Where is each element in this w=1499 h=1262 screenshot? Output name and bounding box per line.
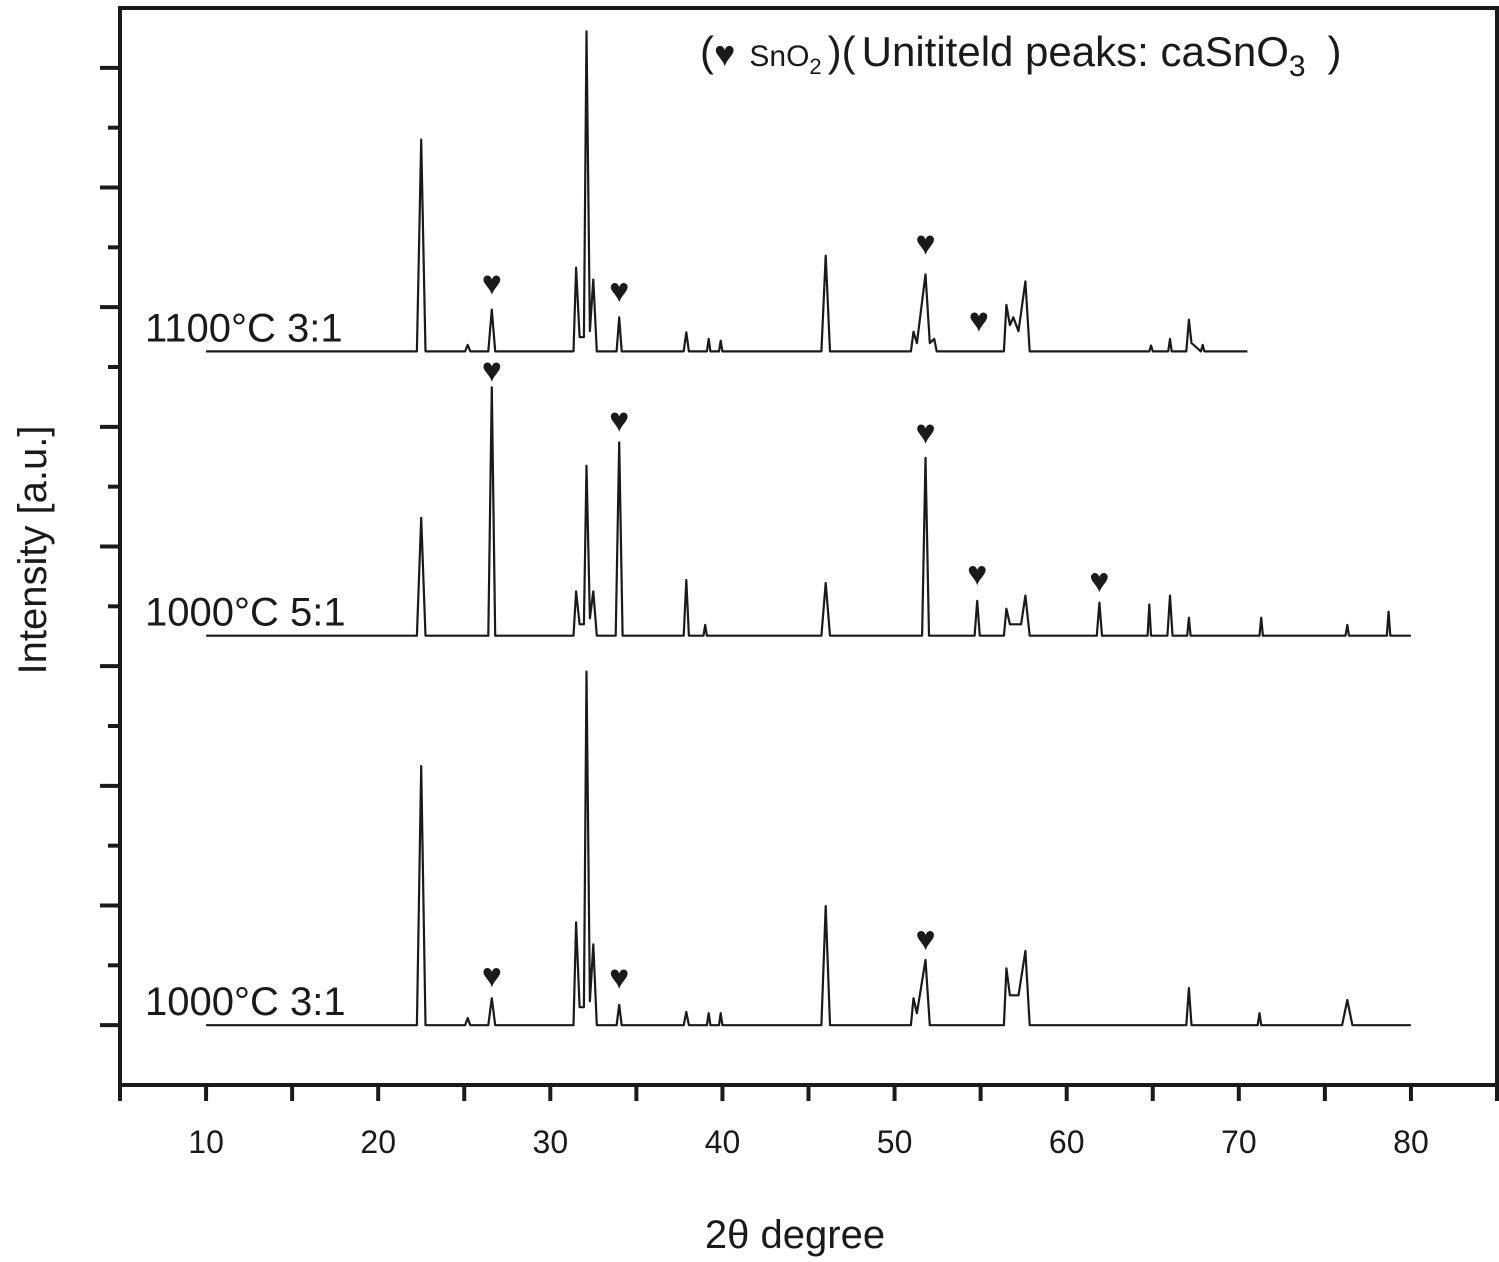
- series-line: [206, 670, 1411, 1027]
- series-label: 1000°C 3:1: [145, 980, 346, 1024]
- legend-part: ♥: [714, 33, 735, 74]
- x-tick-label: 20: [360, 1124, 396, 1160]
- sno2-marker: ♥: [609, 272, 629, 310]
- sno2-marker: ♥: [915, 225, 935, 263]
- sno2-marker: ♥: [969, 302, 989, 340]
- sno2-marker: ♥: [967, 555, 987, 593]
- legend-part: 3: [1289, 50, 1306, 83]
- sno2-marker: ♥: [609, 959, 629, 997]
- series-line: [206, 386, 1411, 637]
- legend-part: )(: [828, 28, 856, 75]
- legend-part: SnO: [749, 40, 809, 73]
- sno2-marker: ♥: [482, 265, 502, 303]
- legend-part: (: [700, 28, 714, 75]
- legend-part: 2: [809, 54, 821, 79]
- plot-frame: [118, 6, 1499, 1087]
- x-tick-label: 30: [533, 1124, 569, 1160]
- sno2-marker: ♥: [609, 402, 629, 440]
- x-tick-label: 80: [1393, 1124, 1429, 1160]
- x-tick-label: 10: [188, 1124, 224, 1160]
- x-tick-label: 40: [705, 1124, 741, 1160]
- legend: (♥ SnO2 )(Unititeld peaks: caSnO3): [700, 28, 1342, 83]
- series-line: [206, 30, 1248, 353]
- x-axis-label: 2θ degree: [705, 1213, 885, 1257]
- legend-part: ): [1328, 28, 1342, 75]
- sno2-marker: ♥: [915, 414, 935, 452]
- series-label: 1100°C 3:1: [145, 306, 343, 350]
- x-tick-label: 50: [877, 1124, 913, 1160]
- legend-part: Unititeld peaks: caSnO: [862, 28, 1289, 75]
- y-axis-label: Intensity [a.u.]: [11, 425, 55, 674]
- series-label: 1000°C 5:1: [145, 591, 346, 635]
- sno2-marker: ♥: [1089, 562, 1109, 600]
- x-tick-label: 70: [1221, 1124, 1257, 1160]
- x-tick-label: 60: [1049, 1124, 1085, 1160]
- sno2-marker: ♥: [915, 920, 935, 958]
- sno2-marker: ♥: [482, 351, 502, 389]
- sno2-marker: ♥: [482, 957, 502, 995]
